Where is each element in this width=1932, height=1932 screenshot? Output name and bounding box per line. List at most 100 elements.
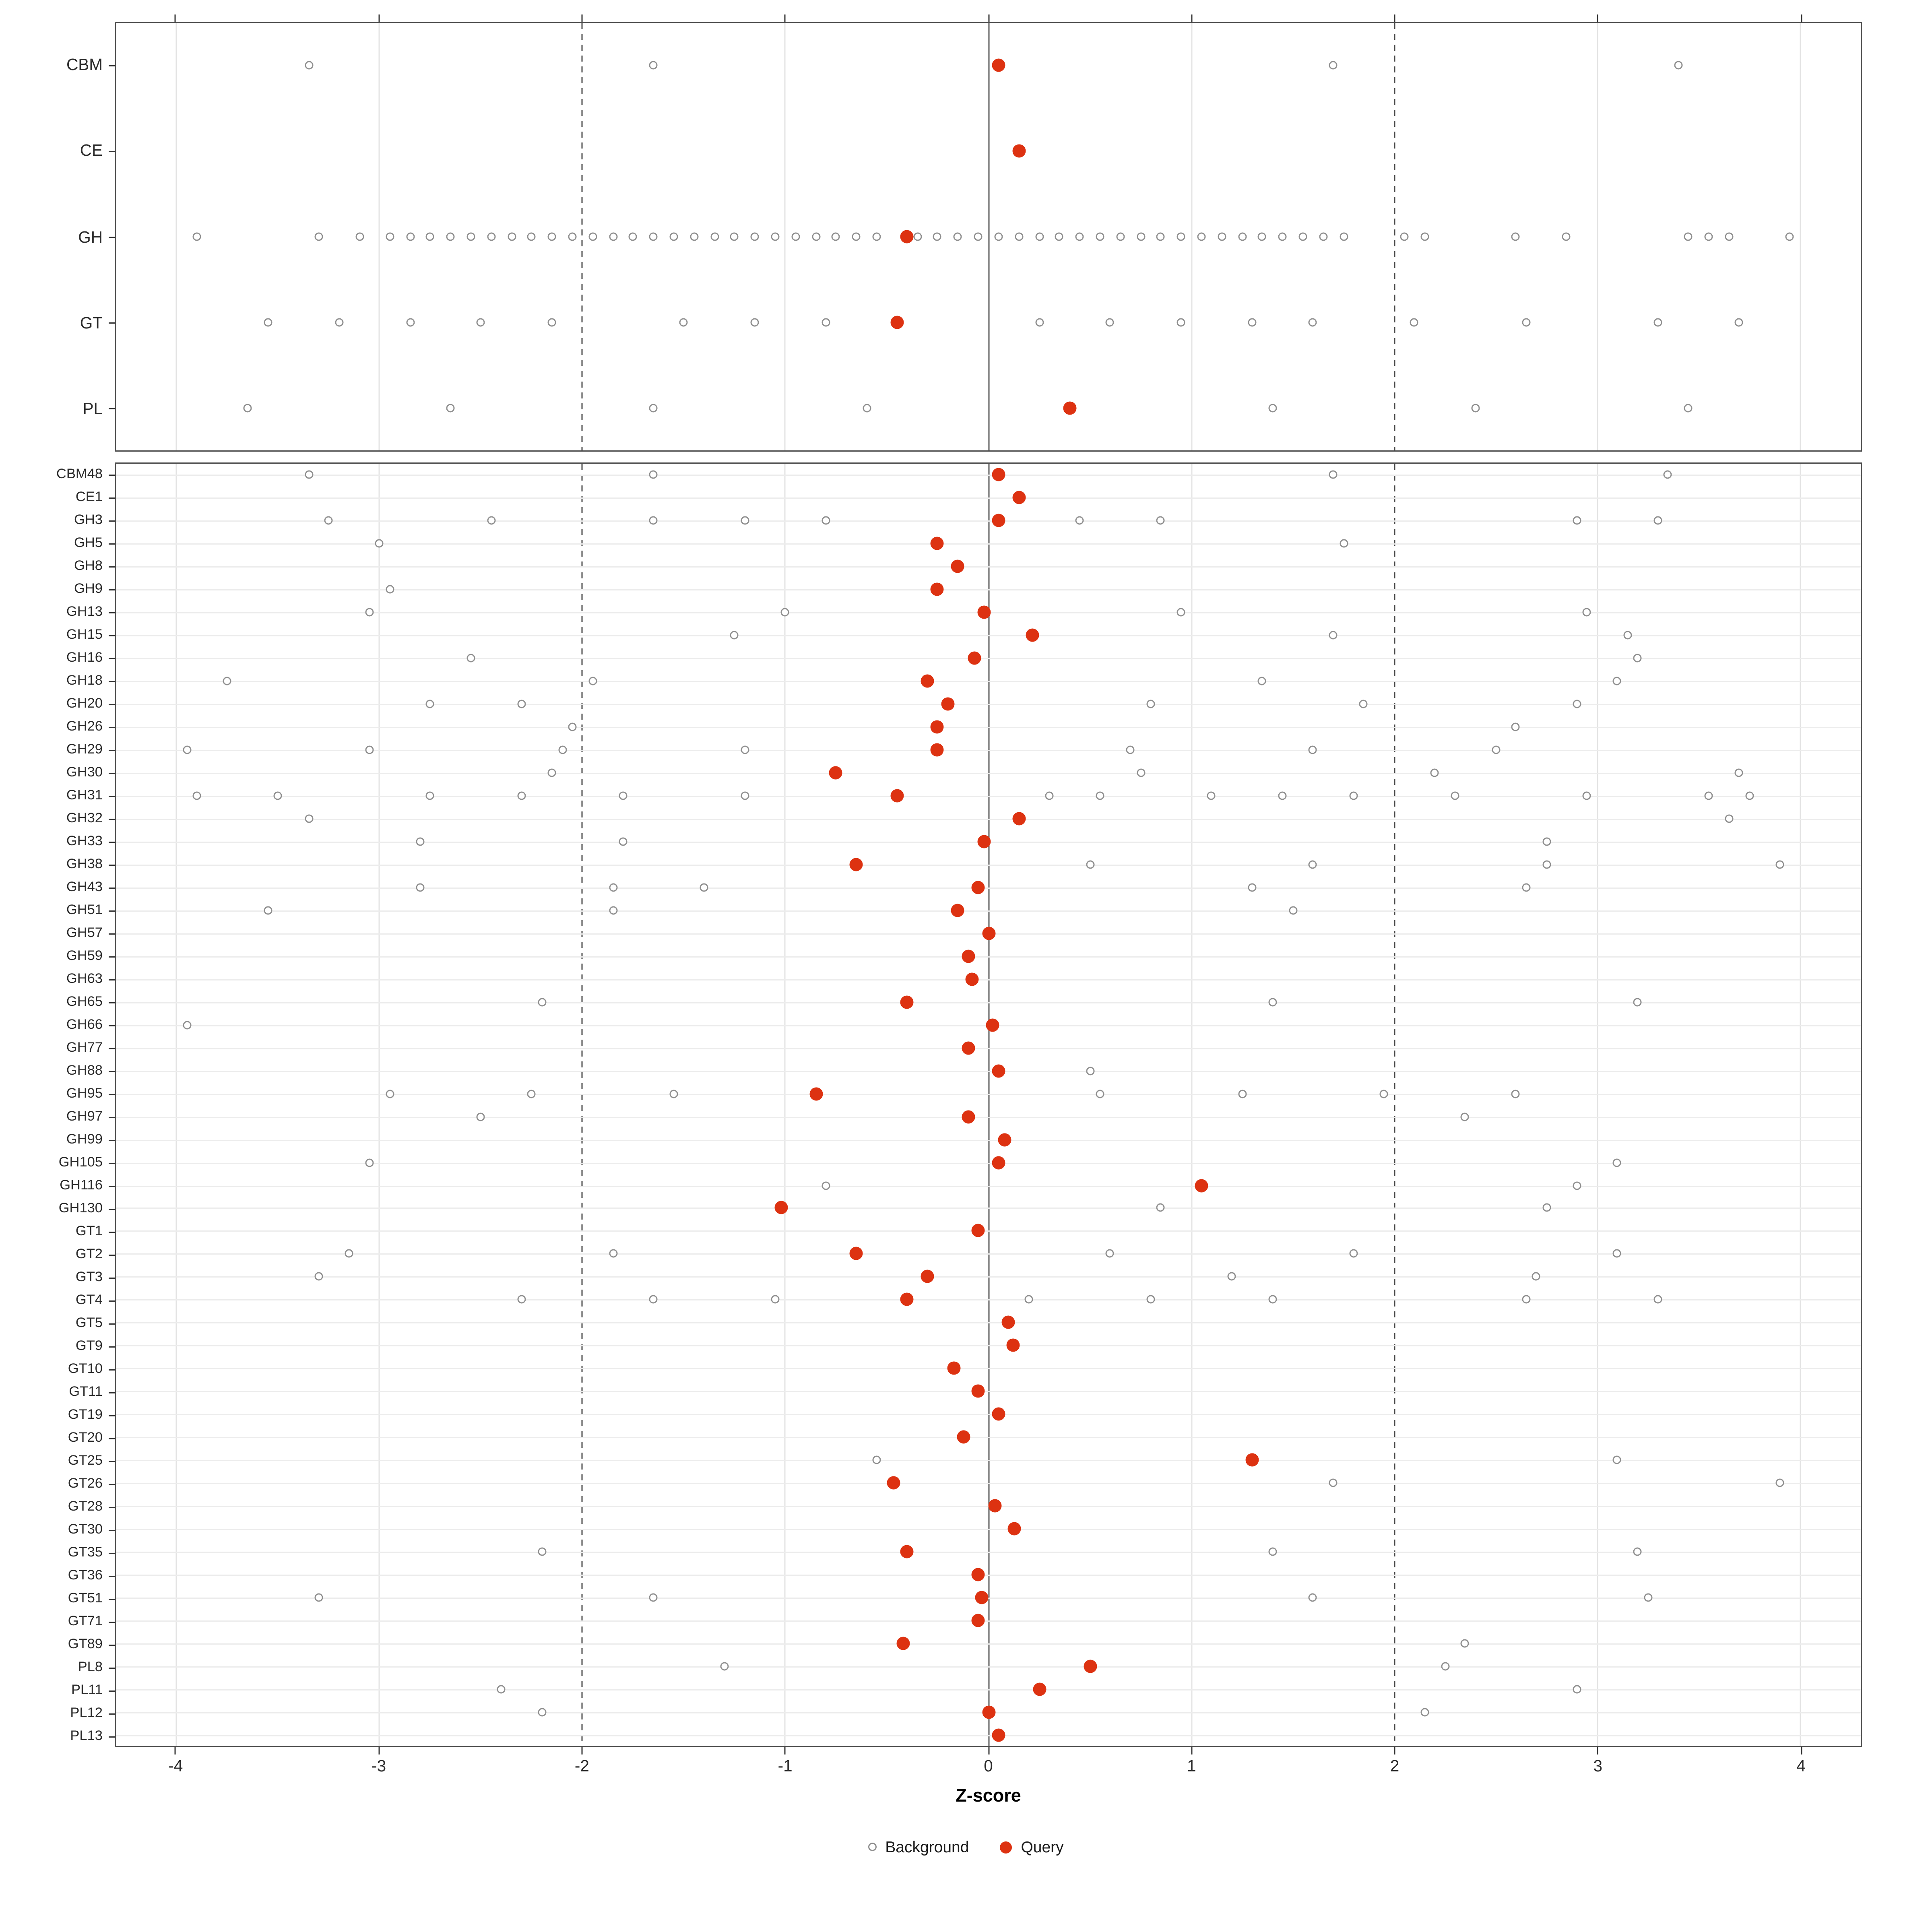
background-point: [1217, 232, 1226, 241]
zero-reference-line: [988, 464, 989, 1746]
gridline: [379, 464, 380, 1746]
background-point: [1420, 1707, 1429, 1716]
background-point: [852, 232, 861, 241]
background-point: [446, 232, 455, 241]
background-point: [314, 1272, 323, 1281]
background-point: [1248, 883, 1257, 892]
y-axis-labels-family: CBM48 CE1 GH3 GH5 GH8 GH9 GH13 GH15 GH16 GH18 GH20…: [0, 462, 115, 1747]
y-tick: [109, 933, 115, 934]
y-tick: [109, 1736, 115, 1737]
background-point: [1329, 631, 1338, 640]
background-point: [538, 997, 547, 1006]
background-point: [862, 403, 871, 412]
row-GH66: [116, 1013, 1861, 1036]
background-point: [1633, 654, 1642, 663]
y-axis-label-GH57: GH57: [0, 921, 115, 944]
x-tick-mark: [581, 14, 583, 22]
gridline: [1799, 23, 1801, 450]
y-axis-label-GH88: GH88: [0, 1059, 115, 1082]
gridline: [784, 464, 786, 1746]
background-point: [182, 745, 191, 754]
query-point: [1083, 1660, 1096, 1673]
background-point: [649, 1295, 658, 1304]
y-tick: [109, 566, 115, 567]
y-axis-label-GT89: GT89: [0, 1633, 115, 1655]
y-axis-label-GH59: GH59: [0, 944, 115, 967]
x-tick-label: 4: [1796, 1757, 1806, 1775]
background-point: [1664, 471, 1672, 479]
background-point: [1420, 232, 1429, 241]
y-tick: [109, 151, 115, 152]
row-GH99: [116, 1128, 1861, 1151]
y-tick: [109, 497, 115, 498]
y-axis-label-GH18: GH18: [0, 669, 115, 692]
y-axis-label-GT10: GT10: [0, 1357, 115, 1380]
background-point: [1309, 1593, 1317, 1602]
background-point: [1106, 318, 1115, 326]
gridline: [784, 23, 786, 450]
y-tick: [109, 1070, 115, 1072]
panel-class-level: CBM CE GH GT PL: [0, 22, 1862, 452]
background-point: [1106, 1249, 1115, 1258]
row-GH13: [116, 601, 1861, 624]
x-tick-mark: [1191, 1747, 1192, 1754]
background-point: [264, 318, 272, 326]
background-point: [1055, 232, 1064, 241]
query-point: [961, 949, 975, 963]
query-point: [992, 1728, 1005, 1742]
background-point: [1339, 232, 1348, 241]
background-point: [426, 700, 435, 709]
query-point: [1195, 1179, 1208, 1192]
background-point: [1724, 814, 1733, 823]
y-axis-label-GH97: GH97: [0, 1105, 115, 1128]
row-GT36: [116, 1563, 1861, 1586]
background-point: [568, 232, 577, 241]
row-GH30: [116, 762, 1861, 784]
row-GH5: [116, 533, 1861, 555]
query-point: [896, 1637, 910, 1650]
background-point: [811, 232, 820, 241]
y-tick: [109, 1391, 115, 1393]
background-point: [548, 768, 557, 777]
legend-label-query: Query: [1021, 1838, 1064, 1856]
background-point: [954, 232, 962, 241]
y-tick: [109, 1713, 115, 1714]
query-point: [971, 881, 985, 894]
query-point: [971, 1224, 985, 1238]
background-point: [1309, 745, 1317, 754]
background-point: [1491, 745, 1500, 754]
background-point: [1532, 1272, 1540, 1281]
legend-item-query: Query: [1000, 1838, 1064, 1856]
y-tick: [109, 1001, 115, 1003]
threshold-dashed-line: [1393, 464, 1395, 1746]
y-tick: [109, 64, 115, 66]
background-point: [1613, 1158, 1622, 1167]
background-legend-marker-icon: [868, 1843, 877, 1851]
background-point: [1613, 677, 1622, 686]
y-axis-label-GT20: GT20: [0, 1426, 115, 1449]
y-axis-label-GH9: GH9: [0, 577, 115, 600]
row-CBM48: [116, 464, 1861, 487]
background-point: [193, 232, 202, 241]
background-point: [771, 232, 780, 241]
threshold-dashed-line: [582, 464, 583, 1746]
row-CBM: [116, 23, 1861, 108]
background-point: [1156, 232, 1165, 241]
y-tick: [109, 237, 115, 238]
y-tick: [109, 795, 115, 797]
background-point: [994, 232, 1003, 241]
background-point: [1329, 61, 1338, 70]
query-point: [1006, 1339, 1020, 1352]
y-tick: [109, 956, 115, 957]
y-tick: [109, 1644, 115, 1645]
background-point: [345, 1249, 354, 1258]
y-tick: [109, 910, 115, 911]
query-point: [1002, 1316, 1016, 1329]
y-axis-label-GH13: GH13: [0, 600, 115, 623]
background-point: [1410, 318, 1419, 326]
background-point: [1582, 791, 1591, 800]
y-tick: [109, 1162, 115, 1164]
y-axis-label-GT11: GT11: [0, 1380, 115, 1403]
background-point: [477, 318, 485, 326]
row-GH32: [116, 807, 1861, 830]
